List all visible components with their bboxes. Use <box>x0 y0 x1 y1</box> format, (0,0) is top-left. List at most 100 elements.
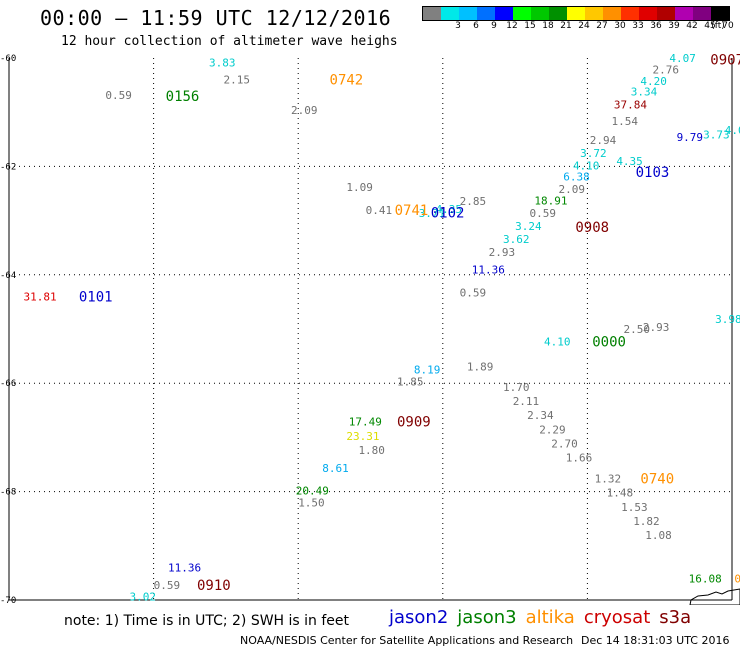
wave-height-value: 9.79 <box>677 131 704 144</box>
wave-height-value: 11.36 <box>472 263 505 276</box>
color-scale-swatch <box>621 7 639 20</box>
pass-time-label: 0102 <box>431 205 465 221</box>
wave-height-value: 1.32 <box>595 473 622 486</box>
color-scale-label: 6 <box>473 21 479 31</box>
pass-time-label: 0156 <box>166 89 200 105</box>
wave-height-value: 3.24 <box>515 220 542 233</box>
wave-height-value: 2.09 <box>291 104 318 117</box>
wave-height-value: 4.04 <box>725 124 740 137</box>
wave-height-value: 1.54 <box>612 115 639 128</box>
wave-height-value: 0.59 <box>530 207 557 220</box>
wave-height-value: 3.98 <box>715 313 740 326</box>
pass-time-label: 0910 <box>197 578 231 594</box>
pass-time-label: 0000 <box>592 334 626 350</box>
wave-height-value: 1.53 <box>621 501 648 514</box>
color-scale-labels: 3 6 9 12 15 18 21 24 27 30 33 36 39 42 45 70 (ft) <box>422 21 734 33</box>
wave-height-value: 2.76 <box>652 63 679 76</box>
pass-time-label: 0101 <box>79 289 113 305</box>
wave-height-value: 4.07 <box>669 52 696 65</box>
color-scale-label: 27 <box>596 21 608 31</box>
wave-height-map: -15-12-9-6-30-60-62-64-66-68-70 3.832.15… <box>0 52 740 605</box>
wave-height-value: 16.08 <box>689 572 722 585</box>
color-scale-swatch <box>603 7 621 20</box>
wave-height-value: 0 <box>734 572 740 585</box>
wave-height-value: 2.85 <box>460 195 487 208</box>
coastline <box>689 588 740 605</box>
color-scale-swatch <box>459 7 477 20</box>
plot-title: 00:00 – 11:59 UTC 12/12/2016 <box>40 6 392 30</box>
footer-note: note: 1) Time is in UTC; 2) SWH is in fe… <box>64 613 350 629</box>
wave-height-value: 2.34 <box>527 409 554 422</box>
color-scale-label: 36 <box>650 21 662 31</box>
legend-entry-s3a: s3a <box>659 607 692 628</box>
wave-height-value: 0.59 <box>154 579 181 592</box>
wave-height-value: 37.84 <box>614 99 647 112</box>
color-scale-bar <box>422 6 730 21</box>
wave-height-value: 4.35 <box>436 203 463 216</box>
generated-timestamp: Dec 14 18:31:03 UTC 2016 <box>581 634 730 647</box>
legend-entry-jason2: jason2 <box>389 607 449 628</box>
plot-subtitle: 12 hour collection of altimeter wave hei… <box>61 34 398 49</box>
color-scale-label: 30 <box>614 21 626 31</box>
legend-entry-jason3: jason3 <box>457 607 517 628</box>
wave-height-value: 1.70 <box>503 381 530 394</box>
lat-tick-label: -68 <box>0 488 16 498</box>
color-scale-label: 3 <box>455 21 461 31</box>
color-scale-swatch <box>585 7 603 20</box>
color-scale-swatch <box>711 7 729 20</box>
color-scale-swatch <box>657 7 675 20</box>
wave-height-value: 4.35 <box>616 155 643 168</box>
lat-tick-label: -62 <box>0 162 16 172</box>
wave-height-value: 2.93 <box>489 246 515 259</box>
color-scale-label: 42 <box>686 21 698 31</box>
color-scale-label: 18 <box>542 21 554 31</box>
color-scale-swatch <box>423 7 441 20</box>
wave-height-value: 17.49 <box>349 416 382 429</box>
axis-tick-labels: -15-12-9-6-30-60-62-64-66-68-70 <box>0 54 16 605</box>
wave-height-value: 2.70 <box>551 437 578 450</box>
wave-height-value: 20.49 <box>296 485 329 498</box>
color-scale-label: 24 <box>578 21 590 31</box>
satellite-legend: jason2 jason3 altika cryosat s3a <box>389 607 700 628</box>
color-scale-swatch <box>693 7 711 20</box>
color-scale-swatch <box>531 7 549 20</box>
color-scale-label: 12 <box>506 21 518 31</box>
legend-entry-cryosat: cryosat <box>583 607 651 628</box>
color-scale-swatch <box>495 7 513 20</box>
wave-height-value: 2.93 <box>643 321 670 334</box>
color-scale-label: 39 <box>668 21 680 31</box>
wave-height-value: 0.59 <box>105 89 131 102</box>
wave-height-value: 1.89 <box>467 360 494 373</box>
pass-time-label: 0908 <box>575 220 609 236</box>
wave-height-value: 3.34 <box>631 86 658 99</box>
wave-height-value: 3.62 <box>503 233 530 246</box>
wave-height-value: 4.10 <box>573 159 600 172</box>
wave-height-value: 2.29 <box>539 423 566 436</box>
wave-height-value: 1.09 <box>346 181 373 194</box>
pass-time-label: 0741 <box>395 203 429 219</box>
pass-time-label: 0907 <box>710 53 740 69</box>
legend-entry-altika: altika <box>525 607 575 628</box>
wave-height-value: 31.81 <box>23 290 56 303</box>
wave-height-value: 1.48 <box>607 487 634 500</box>
wave-height-value: 1.50 <box>298 496 325 509</box>
wave-height-value: 0.59 <box>460 287 487 300</box>
wave-height-value: 3.02 <box>130 591 157 604</box>
color-scale-swatch <box>549 7 567 20</box>
pass-time-label: 0103 <box>636 165 670 181</box>
color-scale-label: 21 <box>560 21 572 31</box>
wave-height-value: 3.73 <box>703 128 730 141</box>
color-scale-label: 9 <box>491 21 497 31</box>
pass-time-label: 0909 <box>397 415 431 431</box>
wave-height-value: 3.71 <box>419 207 446 220</box>
wave-height-value: 23.31 <box>346 430 379 443</box>
color-scale-swatch <box>567 7 585 20</box>
color-scale-label: 33 <box>632 21 644 31</box>
wave-height-value: 3.83 <box>209 56 236 69</box>
color-scale-label: 15 <box>524 21 536 31</box>
wave-height-value: 11.36 <box>168 561 201 574</box>
wave-height-value: 1.66 <box>566 451 593 464</box>
wave-height-value: 4.20 <box>640 75 667 88</box>
wave-height-value: 1.85 <box>397 376 424 389</box>
